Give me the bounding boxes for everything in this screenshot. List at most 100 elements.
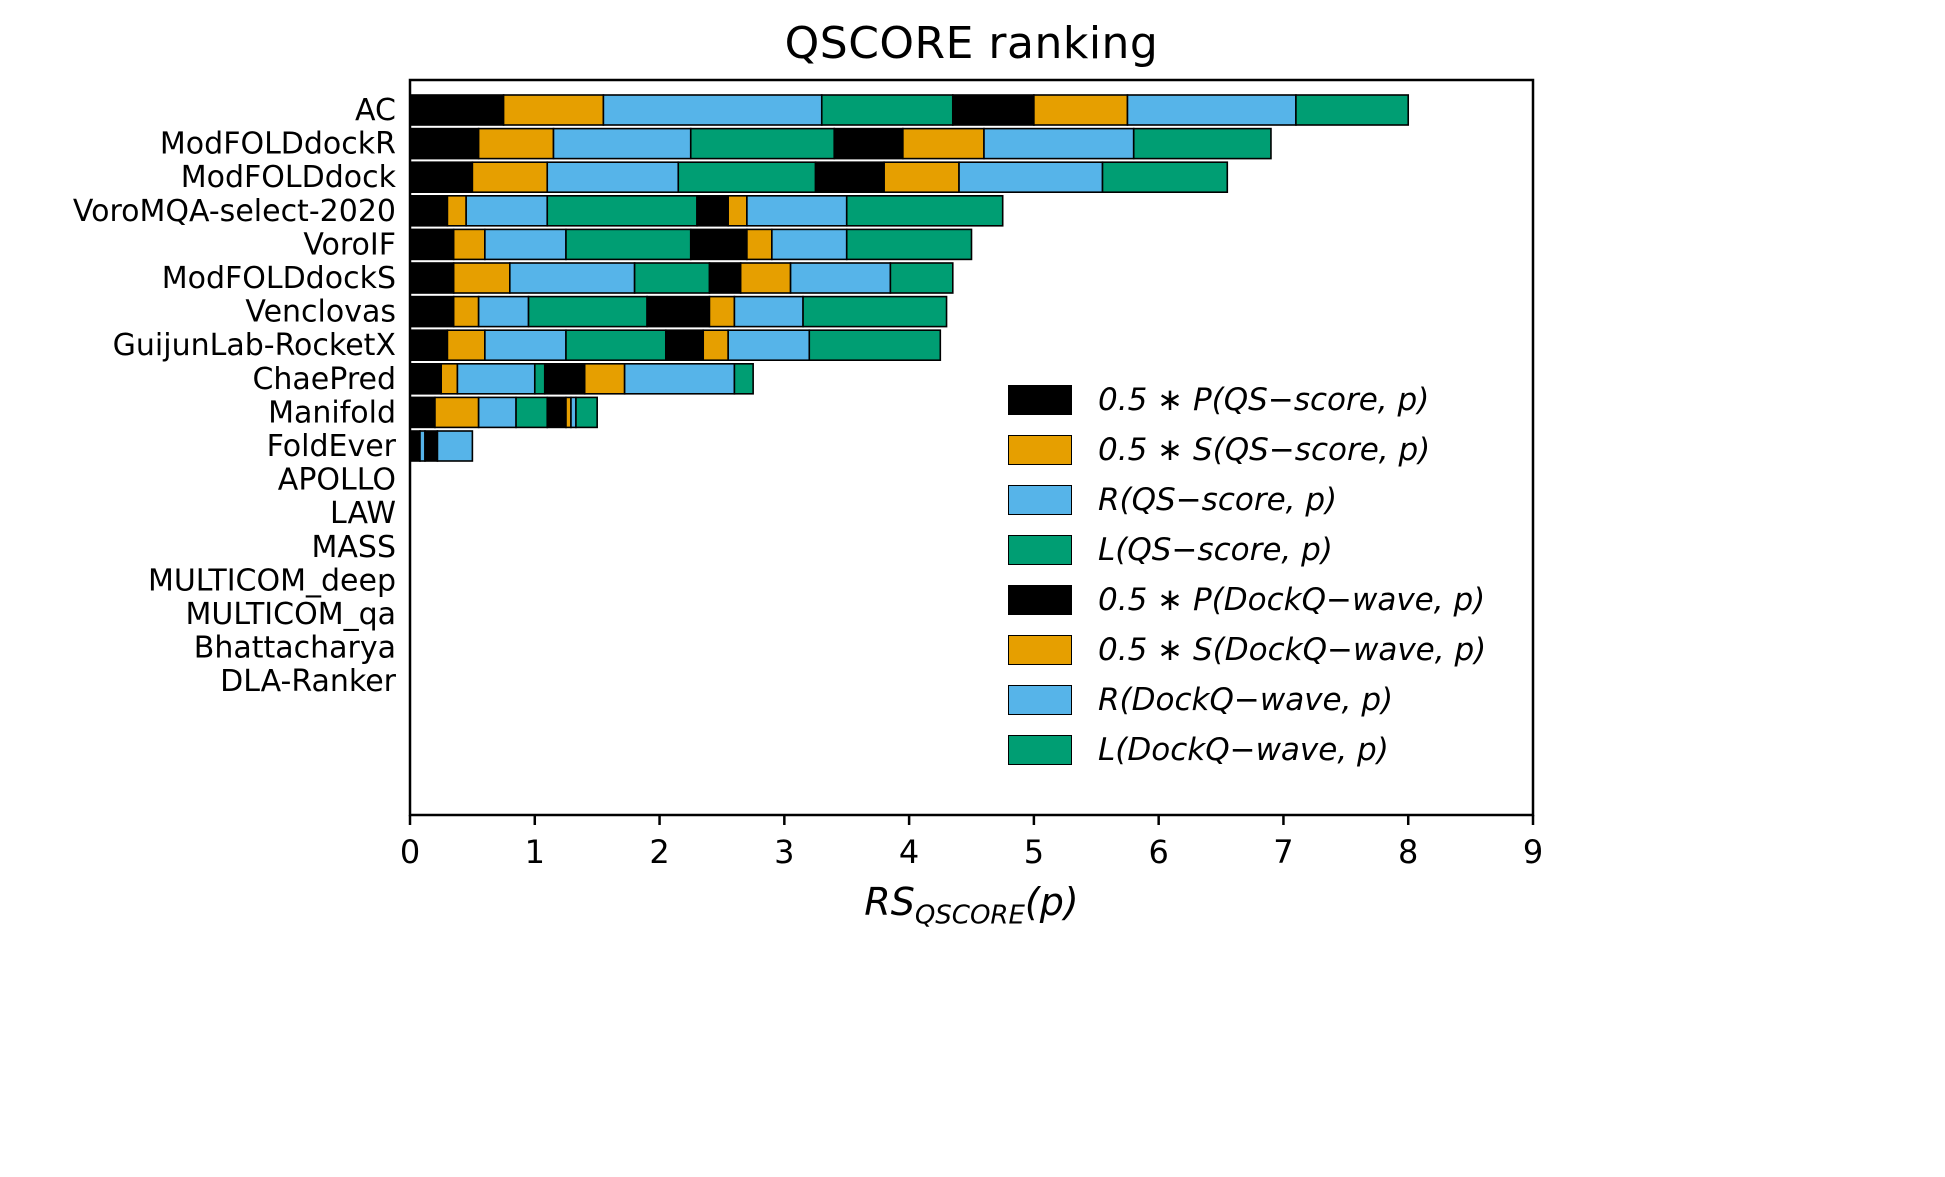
bar-segment bbox=[733, 295, 804, 328]
bar-segment bbox=[1126, 94, 1297, 126]
y-tick-label: GuijunLab-RocketX bbox=[113, 328, 396, 363]
legend-swatch bbox=[1008, 584, 1072, 615]
legend-item: R(QS−score, p) bbox=[1008, 481, 1486, 518]
legend-item: L(DockQ−wave, p) bbox=[1008, 731, 1486, 768]
legend-label: R(DockQ−wave, p) bbox=[1098, 681, 1394, 718]
legend-label: L(QS−score, p) bbox=[1098, 531, 1333, 568]
bar-segment bbox=[602, 94, 823, 126]
bar-segment bbox=[727, 329, 811, 362]
y-tick-label: ChaePred bbox=[252, 362, 396, 397]
x-tick-label: 8 bbox=[1398, 833, 1418, 871]
bar-segment bbox=[845, 228, 973, 261]
bar-segment bbox=[646, 295, 711, 328]
bar-segment bbox=[771, 228, 848, 261]
legend-swatch bbox=[1008, 684, 1072, 715]
y-tick-label: APOLLO bbox=[278, 463, 396, 498]
bar-segment bbox=[436, 430, 474, 462]
bar-segment bbox=[623, 362, 736, 395]
bar-segment bbox=[902, 127, 985, 160]
chart-legend: 0.5 ∗ P(QS−score, p) 0.5 ∗ S(QS−score, p)… bbox=[1008, 381, 1487, 768]
bar-segment bbox=[409, 127, 480, 160]
bar-segment bbox=[409, 195, 449, 227]
x-tick-label: 5 bbox=[1024, 833, 1044, 871]
bar-segment bbox=[689, 228, 748, 261]
bar-segment bbox=[746, 228, 773, 261]
bar-segment bbox=[409, 228, 455, 261]
legend-swatch bbox=[1008, 634, 1072, 665]
bar-segment bbox=[802, 295, 948, 328]
bar-segment bbox=[845, 195, 1004, 227]
bar-segment bbox=[727, 195, 748, 227]
bar-segment bbox=[527, 295, 648, 328]
x-tick-label: 4 bbox=[899, 833, 919, 871]
legend-item: 0.5 ∗ P(QS−score, p) bbox=[1008, 381, 1486, 418]
legend-label: R(QS−score, p) bbox=[1098, 481, 1338, 518]
legend-item: 0.5 ∗ S(QS−score, p) bbox=[1008, 432, 1486, 468]
bar-segment bbox=[951, 94, 1035, 126]
plot-border bbox=[408, 78, 1535, 817]
bar-segment bbox=[409, 396, 436, 429]
y-tick-label: VoroMQA-select-2020 bbox=[73, 194, 396, 229]
legend-label: 0.5 ∗ S(DockQ−wave, p) bbox=[1098, 631, 1487, 668]
bar-segment bbox=[546, 195, 698, 227]
bar-segment bbox=[808, 329, 942, 362]
x-axis-label-main: RS bbox=[864, 880, 915, 924]
bar-segment bbox=[733, 362, 754, 395]
bar-segment bbox=[583, 362, 626, 395]
legend-swatch bbox=[1008, 484, 1072, 515]
y-tick-label: Bhattacharya bbox=[194, 631, 396, 666]
bar-segment bbox=[440, 362, 459, 395]
bar-segment bbox=[409, 161, 474, 193]
bar-segment bbox=[883, 161, 960, 193]
bar-segment bbox=[434, 396, 480, 429]
bar-segment bbox=[983, 127, 1135, 160]
bar-segment bbox=[515, 396, 549, 429]
y-tick-label: ModFOLDdock bbox=[181, 160, 397, 195]
bar-segment bbox=[456, 362, 536, 395]
y-tick-label: VoroIF bbox=[303, 227, 396, 262]
bar-segment bbox=[958, 161, 1104, 193]
legend-swatch bbox=[1008, 434, 1072, 465]
bar-segment bbox=[814, 161, 885, 193]
legend-label: 0.5 ∗ P(DockQ−wave, p) bbox=[1098, 581, 1486, 618]
bar-segment bbox=[833, 127, 904, 160]
y-tick-label: MULTICOM_qa bbox=[186, 597, 396, 632]
bar-segment bbox=[533, 362, 546, 395]
bar-segment bbox=[477, 295, 530, 328]
y-tick-label: DLA-Ranker bbox=[220, 664, 397, 699]
bar-segment bbox=[484, 228, 567, 261]
legend-item: L(QS−score, p) bbox=[1008, 531, 1486, 568]
bar-segment bbox=[746, 195, 848, 227]
x-tick-label: 2 bbox=[649, 833, 669, 871]
bar-segment bbox=[739, 262, 792, 294]
bar-segment bbox=[702, 329, 729, 362]
bar-segment bbox=[424, 430, 439, 462]
bar-segment bbox=[696, 195, 729, 227]
bar-segment bbox=[409, 295, 455, 328]
bar-segment bbox=[1132, 127, 1272, 160]
legend-swatch bbox=[1008, 384, 1072, 415]
y-tick-label: Manifold bbox=[268, 395, 396, 430]
y-tick-label: MULTICOM_deep bbox=[148, 563, 396, 598]
y-tick-label: LAW bbox=[330, 496, 396, 531]
bar-segment bbox=[708, 262, 742, 294]
bar-segment bbox=[484, 329, 567, 362]
bar-segment bbox=[465, 195, 549, 227]
y-tick-label: MASS bbox=[312, 530, 397, 565]
bar-segment bbox=[502, 94, 605, 126]
bar-segment bbox=[633, 262, 711, 294]
legend-label: L(DockQ−wave, p) bbox=[1098, 731, 1389, 768]
x-axis-label-sub: QSCORE bbox=[914, 900, 1025, 931]
bar-segment bbox=[409, 329, 449, 362]
y-tick-label: AC bbox=[355, 93, 396, 128]
x-tick-label: 1 bbox=[525, 833, 545, 871]
y-tick-label: Venclovas bbox=[245, 295, 396, 330]
x-axis-label-suffix: (p) bbox=[1024, 880, 1079, 924]
legend-item: R(DockQ−wave, p) bbox=[1008, 681, 1486, 718]
legend-label: 0.5 ∗ P(QS−score, p) bbox=[1098, 381, 1430, 418]
bar-segment bbox=[552, 127, 692, 160]
bar-segment bbox=[689, 127, 836, 160]
x-tick-label: 7 bbox=[1273, 833, 1293, 871]
x-tick-label: 0 bbox=[400, 833, 420, 871]
